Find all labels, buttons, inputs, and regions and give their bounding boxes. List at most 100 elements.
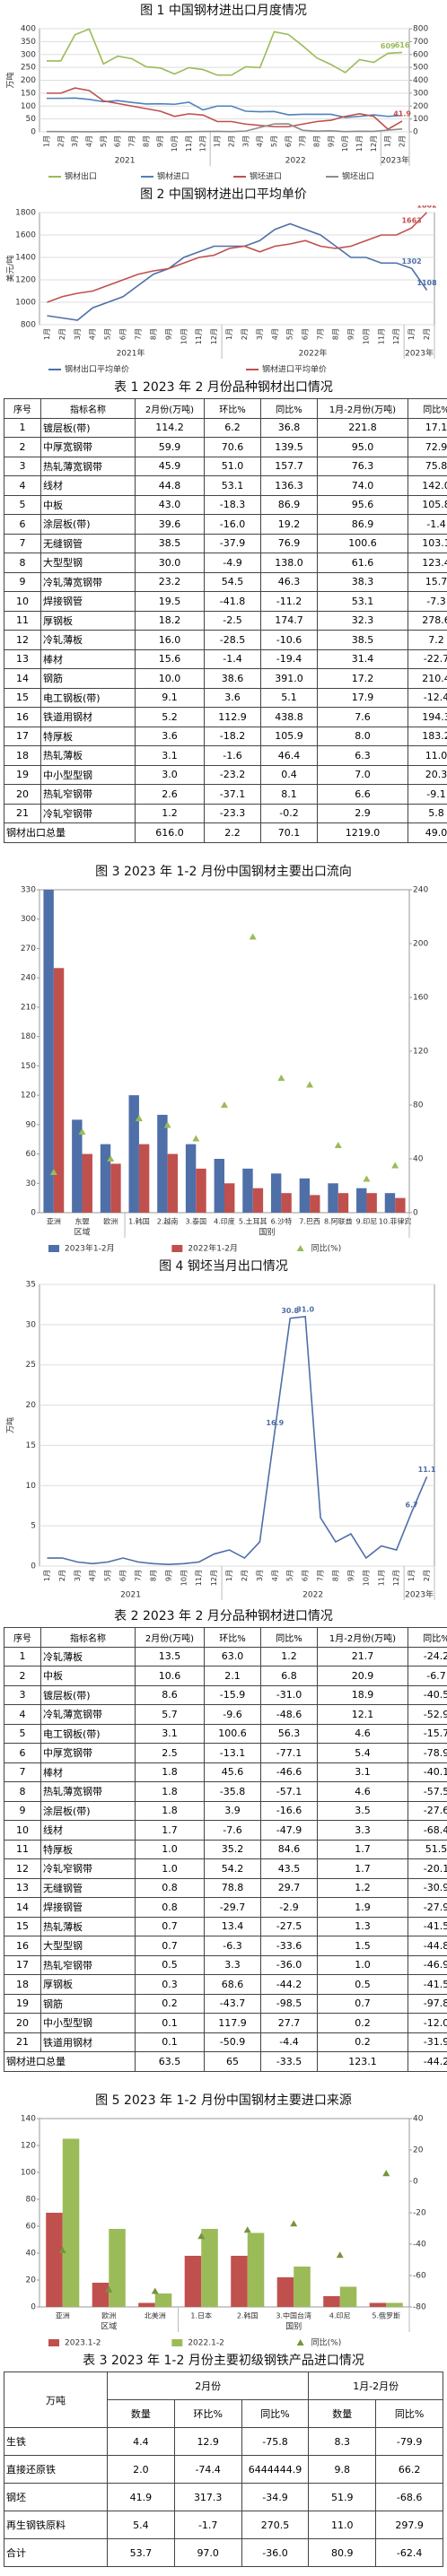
table-cell: 4.4 xyxy=(107,2427,175,2456)
table-cell: 11 xyxy=(4,1839,41,1859)
table-row: 钢材出口总量 616.0 2.2 70.1 1219.0 49.0 xyxy=(4,822,447,843)
legend-swatch xyxy=(171,2339,183,2346)
table-cell: 2.1 xyxy=(204,1666,261,1686)
table-cell: 30.0 xyxy=(135,553,205,573)
table-cell: 0.8 xyxy=(135,1877,205,1898)
table-cell: 54.5 xyxy=(204,571,261,592)
table-cell: -1.4 xyxy=(204,648,261,669)
table-cell: 6.6 xyxy=(317,784,408,805)
table-cell: -44.2 xyxy=(260,1974,318,1995)
table-cell: 86.9 xyxy=(317,514,408,535)
table-row: 7 棒材 1.8 45.6 -46.6 3.1 -40.1 xyxy=(4,1762,447,1782)
y-tick-label: 250 xyxy=(21,64,36,73)
y-tick-label: 1200 xyxy=(15,276,36,285)
bar xyxy=(294,2267,311,2307)
y-tick-label: 300 xyxy=(21,915,36,924)
x-group-label: 2022 xyxy=(302,1591,323,1600)
chart: 0 5 10 15 20 25 30 35 万吨 1月 2月 3月 4月 5月 6月 7月 8月 9月 10月 11月… xyxy=(5,1281,436,1600)
table-header: 同比% xyxy=(408,1627,447,1648)
table-cell: 中小型型钢 xyxy=(40,764,136,785)
y-tick-label: 330 xyxy=(21,886,36,895)
table-cell: 36.8 xyxy=(260,417,318,438)
table-cell: 9 xyxy=(4,571,41,592)
table-row: 序号 指标名称 2月份(万吨) 环比% 同比% 1月-2月份(万吨) 同比% xyxy=(4,1627,447,1648)
table-cell: -47.9 xyxy=(260,1820,318,1841)
table-cell: 直接还原铁 xyxy=(4,2455,108,2484)
x-tick-label: 7月 xyxy=(135,328,143,340)
y2-tick-label: -40 xyxy=(413,2241,426,2250)
table-cell: 70.6 xyxy=(204,437,261,457)
table-row: 2 中板 10.6 2.1 6.8 20.9 -6.7 xyxy=(4,1666,447,1686)
triangle-marker xyxy=(336,2251,344,2258)
table-cell: -77.1 xyxy=(260,1743,318,1763)
table-cell: -31.0 xyxy=(260,1684,318,1705)
table-cell: -36.0 xyxy=(241,2538,310,2567)
x-tick-label: 1月 xyxy=(43,328,51,340)
table-header: 序号 xyxy=(4,398,41,419)
table-cell: 中板 xyxy=(40,1666,136,1686)
table-cell: 冷轧窄钢带 xyxy=(40,1858,136,1879)
table-cell: 6.8 xyxy=(260,1666,318,1686)
table-row: 18 厚钢板 0.3 68.6 -44.2 0.5 -41.5 xyxy=(4,1974,447,1995)
x-tick-label: 1月 xyxy=(225,328,233,340)
x-tick-label: 12月 xyxy=(210,1570,218,1586)
table-header: 同比% xyxy=(375,2399,443,2428)
table-cell: -23.3 xyxy=(204,803,261,823)
table-cell: 特厚板 xyxy=(40,726,136,746)
table-cell: 厚钢板 xyxy=(40,1974,136,1995)
table-cell: -6.7 xyxy=(408,1666,447,1686)
x-tick-label: 10月 xyxy=(362,328,370,344)
table-cell: 6 xyxy=(4,514,41,535)
table-cell: 2.9 xyxy=(317,803,408,823)
triangle-marker xyxy=(243,2226,251,2233)
table-cell: 18.2 xyxy=(135,610,205,631)
table-cell: 51.5 xyxy=(408,1839,447,1859)
table-cell: -35.8 xyxy=(204,1781,261,1802)
bar xyxy=(53,968,65,1213)
bar xyxy=(369,2302,387,2307)
x-tick-label: 11月 xyxy=(185,135,193,152)
x-tick-label: 4.印尼 xyxy=(329,2312,351,2320)
table-row: 再生钢铁原料 5.4 -1.7 270.5 11.0 297.9 xyxy=(4,2511,443,2539)
table-cell: -62.4 xyxy=(375,2538,443,2567)
table-cell: 1 xyxy=(4,417,41,438)
table-cell: -23.2 xyxy=(204,764,261,785)
table-cell: -7.3 xyxy=(408,591,447,612)
table-row: 20 热轧窄钢带 2.6 -37.1 8.1 6.6 -9.1 xyxy=(4,784,447,805)
table-header: 万吨 xyxy=(4,2371,108,2428)
y2-tick-label: 120 xyxy=(413,1048,428,1057)
y-tick-label: 800 xyxy=(21,321,36,330)
table-cell: 3.6 xyxy=(204,687,261,708)
table-title: 表 2 2023 年 2 月分品种钢材进口情况 xyxy=(114,1609,333,1623)
table-cell: -12.4 xyxy=(408,687,447,708)
series-line xyxy=(46,28,403,76)
table-cell: 174.7 xyxy=(260,610,318,631)
table-cell: -30.9 xyxy=(408,1877,447,1898)
legend-label: 2023年1-2月 xyxy=(65,1243,115,1254)
y2-tick-label: 240 xyxy=(413,886,428,895)
y-tick-label: 210 xyxy=(21,1003,36,1012)
table-cell: 7.6 xyxy=(317,707,408,727)
table-cell: 0.5 xyxy=(317,1974,408,1995)
table: 万吨 2月份 1月-2月份 数量 环比% 同比% 数量 同比% 生铁 4.4 12.9 -75.8 8.… xyxy=(4,2371,443,2567)
legend-label: 钢材进口平均单价 xyxy=(262,364,327,375)
data-label: 31.0 xyxy=(296,1305,314,1313)
table-row: 6 涂层板(带) 39.6 -16.0 19.2 86.9 -1.4 xyxy=(4,514,447,535)
y-tick-label: 10 xyxy=(26,1482,37,1491)
bar xyxy=(72,1119,83,1213)
x-tick-label: 2月 xyxy=(241,1570,249,1581)
table-cell: 95.6 xyxy=(317,494,408,515)
data-label: 616 xyxy=(395,41,410,49)
y-tick-label: 60 xyxy=(26,2223,37,2232)
y2-tick-label: 300 xyxy=(413,89,428,98)
table-cell: 19 xyxy=(4,1993,41,2014)
y-tick-label: 15 xyxy=(26,1441,36,1450)
table-cell: 6.2 xyxy=(204,417,261,438)
table-cell: 1.0 xyxy=(317,1954,408,1975)
table-cell: 157.7 xyxy=(260,456,318,476)
table-cell: 生铁 xyxy=(4,2427,108,2456)
table-cell: 84.6 xyxy=(260,1839,318,1859)
table-cell: 18.9 xyxy=(317,1684,408,1705)
figure: 图 4 钢坯当月出口情况 0 5 10 15 20 25 30 35 万吨 1月 2月 3月 4月 5月 6月… xyxy=(0,1256,447,1606)
